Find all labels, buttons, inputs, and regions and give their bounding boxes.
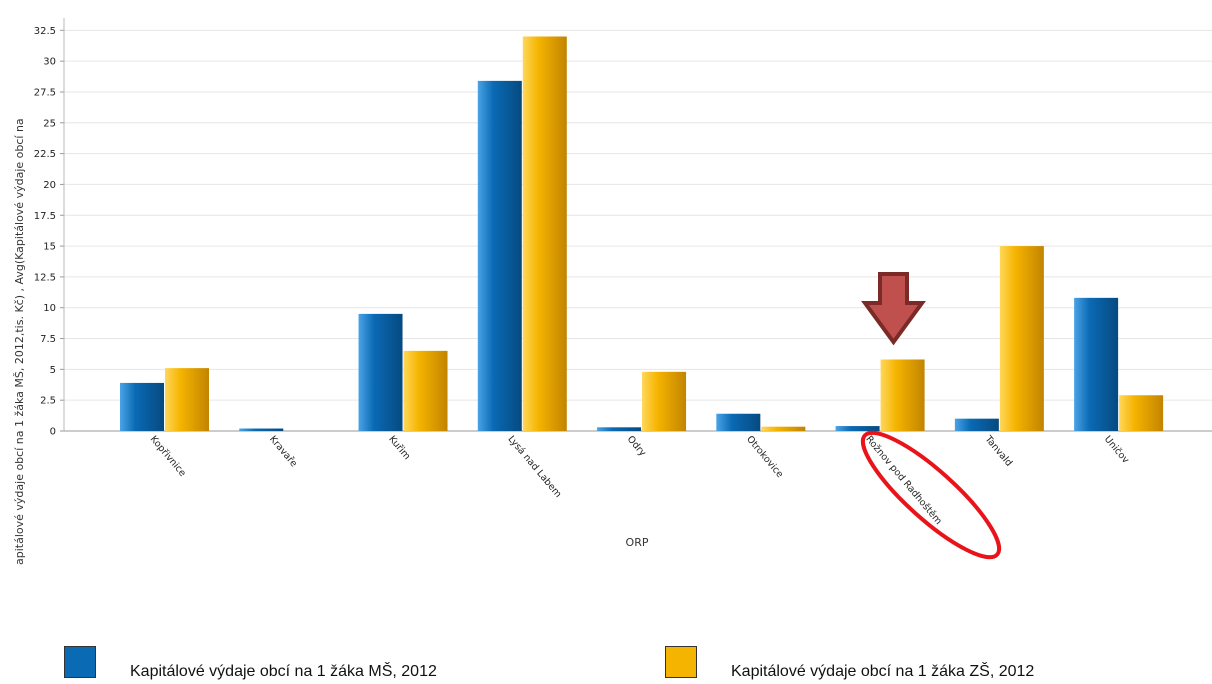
- legend-swatch-blue: [64, 646, 96, 678]
- down-arrow-annotation: [861, 272, 926, 346]
- y-tick-label: 20: [43, 180, 56, 191]
- bar-ms: [477, 80, 522, 431]
- x-axis-title: ORP: [626, 536, 649, 549]
- y-tick-label: 12.5: [34, 272, 56, 283]
- legend-label-zs: Kapitálové výdaje obcí na 1 žáka ZŠ, 201…: [731, 663, 1035, 680]
- y-tick-label: 27.5: [34, 87, 56, 98]
- x-tick-label: Uničov: [1102, 434, 1131, 466]
- y-tick-label: 2.5: [40, 396, 56, 407]
- legend-item-ms: Kapitálové výdaje obcí na 1 žáka MŠ, 201…: [64, 646, 437, 681]
- bars: [120, 36, 1164, 431]
- x-tick-label: Kopřivnice: [148, 434, 188, 479]
- bar-zs: [642, 371, 687, 431]
- y-tick-label: 15: [43, 242, 56, 253]
- y-tick-label: 7.5: [40, 334, 56, 345]
- bar-zs: [165, 368, 209, 431]
- legend-label-ms: Kapitálové výdaje obcí na 1 žáka MŠ, 201…: [130, 663, 437, 680]
- x-tick-label: Kuřim: [386, 434, 412, 462]
- bar-ms: [120, 382, 164, 431]
- bar-ms: [835, 426, 880, 431]
- bar-ms: [358, 313, 403, 431]
- bar-zs: [403, 350, 448, 431]
- highlight-ellipse: [860, 430, 1002, 560]
- bar-ms: [716, 413, 761, 431]
- bar-ms: [954, 418, 999, 431]
- bar-ms: [597, 427, 642, 431]
- x-tick-labels: Kopřivnice Kravaře Kuřim Lysá nad Labem Odry…: [148, 433, 1132, 527]
- bar-zs: [1119, 395, 1164, 431]
- bar-ms: [1074, 297, 1119, 431]
- y-tick-label: 32.5: [34, 26, 56, 37]
- y-tick-labels: 0 2.5 5 7.5 10 12.5 15 17.5 20 22.5 25 27.5 30 32.5: [34, 26, 56, 438]
- bar-zs: [522, 36, 567, 431]
- y-tick-label: 17.5: [34, 211, 56, 222]
- y-tick-label: 22.5: [34, 149, 56, 160]
- legend-swatch-orange: [665, 646, 697, 678]
- x-tick-label: Otrokovice: [744, 434, 785, 480]
- y-tick-label: 10: [43, 303, 56, 314]
- x-tick-label: Kravaře: [267, 434, 299, 469]
- bar-ms: [239, 428, 284, 431]
- bar-zs: [880, 359, 925, 431]
- bar-zs: [761, 426, 806, 431]
- y-tick-label: 25: [43, 118, 56, 129]
- x-tick-label: Odry: [625, 434, 648, 459]
- y-tick-label: 30: [43, 57, 56, 68]
- legend-item-zs: Kapitálové výdaje obcí na 1 žáka ZŠ, 201…: [665, 646, 1034, 681]
- annotations: [860, 272, 1002, 560]
- bar-zs: [999, 246, 1044, 431]
- gridlines: [60, 29, 1212, 432]
- x-tick-label: Rožnov pod Radhoštěm: [863, 434, 944, 527]
- x-tick-label: Tanvald: [982, 433, 1014, 469]
- y-tick-label: 5: [50, 365, 56, 376]
- y-tick-label: 0: [50, 427, 56, 438]
- y-axis-title: apitálové výdaje obcí na 1 žáka MŠ, 2012…: [13, 118, 26, 565]
- x-tick-label: Lysá nad Labem: [505, 434, 563, 500]
